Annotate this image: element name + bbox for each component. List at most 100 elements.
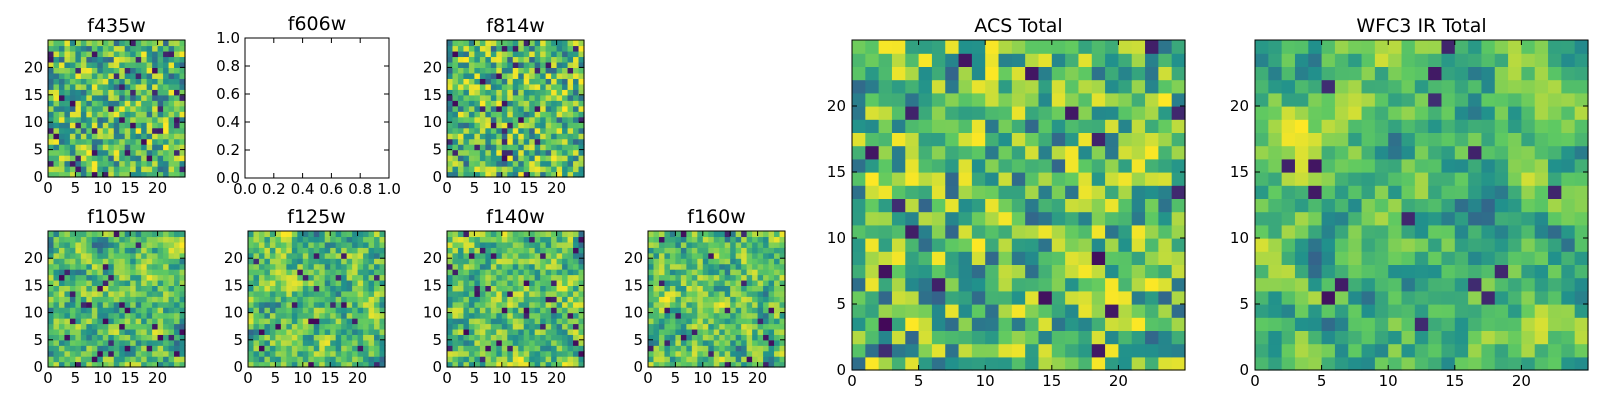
heatmap-cell [48, 236, 55, 243]
y-tick-label: 5 [432, 331, 442, 349]
heatmap-cell [363, 269, 370, 276]
heatmap-cell [152, 166, 159, 173]
heatmap-cell [258, 285, 266, 292]
x-tick-label: 0.4 [291, 180, 315, 198]
heatmap-cell [86, 171, 93, 178]
heatmap-cell [675, 279, 682, 286]
heatmap-cell [163, 274, 170, 281]
heatmap-cell [146, 100, 153, 107]
heatmap-cell [719, 252, 726, 259]
heatmap-cell [291, 318, 298, 325]
heatmap-cell [468, 89, 475, 96]
heatmap-cell [540, 155, 547, 162]
heatmap-cell [664, 290, 671, 297]
heatmap-cell [724, 350, 731, 357]
heatmap-cell [157, 94, 164, 101]
heatmap-cell [1268, 198, 1283, 213]
heatmap-cell [75, 307, 82, 314]
heatmap-cell [146, 323, 153, 330]
heatmap-cell [157, 312, 164, 319]
heatmap-cell [48, 350, 55, 357]
heatmap-cell [1414, 343, 1429, 358]
heatmap-cell [507, 285, 514, 292]
heatmap-cell [752, 241, 759, 248]
heatmap-cell [64, 127, 71, 134]
heatmap-cell [357, 236, 364, 243]
heatmap-cell [179, 290, 186, 297]
heatmap-cell [468, 296, 475, 303]
heatmap-cell [534, 155, 541, 162]
heatmap-cell [708, 361, 715, 368]
heatmap-cell [931, 119, 946, 133]
heatmap-cell [490, 312, 497, 319]
heatmap-cell [141, 138, 148, 145]
heatmap-cell [490, 252, 497, 259]
heatmap-cell [48, 127, 55, 134]
heatmap-cell [64, 111, 71, 118]
heatmap-cell [248, 252, 255, 259]
heatmap-cell [779, 247, 786, 254]
heatmap-cell [562, 72, 569, 79]
heatmap-cell [485, 339, 492, 346]
heatmap-cell [179, 252, 186, 259]
heatmap-cell [269, 290, 276, 297]
heatmap-cell [163, 279, 170, 286]
heatmap-cell [540, 247, 547, 254]
heatmap-cell [1131, 172, 1146, 186]
heatmap-cell [1401, 224, 1416, 239]
heatmap-cell [319, 328, 326, 335]
heatmap-cell [1561, 211, 1576, 226]
heatmap-cell [75, 105, 82, 112]
heatmap-cell [719, 290, 726, 297]
heatmap-cell [157, 318, 164, 325]
heatmap-cell [998, 92, 1013, 107]
heatmap-cell [253, 296, 260, 303]
heatmap-cell [1158, 185, 1173, 199]
heatmap-cell [562, 350, 569, 357]
heatmap-cell [1414, 317, 1429, 331]
heatmap-cell [97, 122, 104, 129]
heatmap-cell [58, 40, 66, 47]
heatmap-cell [1268, 224, 1283, 239]
heatmap-cell [496, 328, 503, 335]
heatmap-cell [253, 236, 260, 243]
heatmap-cell [865, 79, 880, 94]
heatmap-cell [958, 145, 973, 160]
heatmap-cell [474, 334, 481, 341]
heatmap-cell [130, 144, 137, 151]
heatmap-cell [157, 56, 164, 63]
heatmap-cell [664, 312, 671, 319]
heatmap-cell [1118, 145, 1133, 160]
heatmap-cell [352, 361, 359, 368]
heatmap-cell [91, 155, 98, 162]
heatmap-cell [1091, 53, 1106, 67]
heatmap-cell [346, 334, 353, 341]
heatmap-cell [53, 334, 60, 341]
heatmap-cell [352, 241, 359, 248]
heatmap-cell [490, 133, 497, 140]
heatmap-cell [501, 350, 508, 357]
heatmap-cell [496, 269, 503, 276]
heatmap-cell [102, 149, 109, 156]
heatmap-cell [97, 72, 104, 79]
heatmap-cell [168, 111, 175, 118]
heatmap-cell [58, 89, 66, 96]
heatmap-cell [551, 339, 558, 346]
heatmap-cell [523, 50, 530, 58]
heatmap-cell [168, 236, 175, 243]
heatmap-cell [1348, 317, 1363, 331]
heatmap-cell [379, 241, 386, 248]
heatmap-cell [474, 301, 481, 308]
heatmap-cell [556, 127, 563, 134]
heatmap-cell [457, 361, 465, 368]
heatmap-cell [75, 323, 82, 330]
heatmap-cell [697, 328, 704, 335]
heatmap-cell [335, 263, 342, 270]
heatmap-cell [719, 307, 726, 314]
heatmap-cell [1255, 304, 1269, 318]
heatmap-cell [275, 290, 282, 297]
heatmap-cells [48, 40, 186, 178]
heatmap-cell [58, 127, 66, 134]
heatmap-cell [352, 296, 359, 303]
